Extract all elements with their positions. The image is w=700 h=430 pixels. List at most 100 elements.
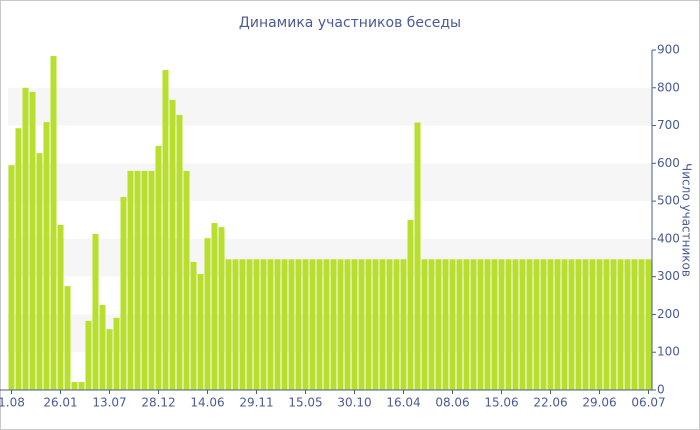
y-tick-label: 800 [657,80,680,94]
bar [498,259,505,390]
bar [239,259,246,390]
bar [113,317,120,390]
bar [505,259,512,390]
y-tick-label: 700 [657,118,680,132]
bar [183,170,190,390]
bar [645,259,652,390]
bar [407,220,414,390]
x-tick-label: 1.08 [0,396,25,410]
bar [596,259,603,390]
bar [218,227,225,390]
bar [400,259,407,390]
bar [337,259,344,390]
bar [449,259,456,390]
bar [260,259,267,390]
bar [631,259,638,390]
bar [512,259,519,390]
bar [64,286,71,390]
x-tick-label: 14.06 [190,396,224,410]
bar [610,259,617,390]
bar [162,70,169,391]
bar [8,165,15,390]
bar [29,91,36,390]
bar [106,329,113,390]
y-tick-label: 0 [657,383,665,397]
bar [211,223,218,390]
bar [232,259,239,390]
bar [519,259,526,390]
bar [491,259,498,390]
x-tick-label: 28.12 [141,396,175,410]
bar [267,259,274,390]
bar [246,259,253,390]
bar [253,259,260,390]
bar [92,233,99,390]
bar [288,259,295,390]
bar [554,259,561,390]
bar [358,259,365,390]
bar [50,56,57,391]
bar [323,259,330,390]
bar [456,259,463,390]
bar [442,259,449,390]
bar [302,259,309,390]
bar [386,259,393,390]
x-tick-label: 16.04 [386,396,420,410]
y-tick-label: 600 [657,156,680,170]
x-tick-label: 13.07 [92,396,126,410]
bar [120,196,127,390]
bar [344,259,351,390]
bar [379,259,386,390]
bar [463,259,470,390]
bar [533,259,540,390]
x-tick-label: 06.07 [631,396,665,410]
bar [169,99,176,390]
bar [134,170,141,390]
bar [281,259,288,390]
bar [414,122,421,391]
bar [309,259,316,390]
bar [176,114,183,390]
y-tick-label: 300 [657,269,680,283]
bar [484,259,491,390]
bar [197,274,204,390]
bar [22,87,29,391]
y-axis-title: Число участников [680,163,694,277]
bar [330,259,337,390]
y-tick-label: 100 [657,345,680,359]
bar [155,145,162,390]
bar [351,259,358,390]
x-tick-label: 29.06 [582,396,616,410]
bar [43,122,50,391]
bar [141,170,148,390]
x-tick-label: 30.10 [337,396,371,410]
bar [624,259,631,390]
bar [71,382,78,390]
bar [575,259,582,390]
y-tick-label: 400 [657,231,680,245]
bar [526,259,533,390]
chart-title: Динамика участников беседы [239,15,461,31]
bar [561,259,568,390]
bar [204,238,211,390]
bar [540,259,547,390]
bar [428,259,435,390]
bar [365,259,372,390]
bar [638,259,645,390]
bar [477,259,484,390]
bar [99,305,106,390]
bar [589,259,596,390]
grid-band [8,87,652,126]
x-tick-label: 29.11 [239,396,273,410]
grid-band [8,163,652,202]
bar [78,382,85,390]
x-tick-label: 08.06 [435,396,469,410]
bar [225,259,232,390]
bar [582,259,589,390]
x-tick-label: 26.01 [43,396,77,410]
bar [568,259,575,390]
bar [36,153,43,390]
bar [547,259,554,390]
y-tick-label: 900 [657,43,680,57]
bar [372,259,379,390]
